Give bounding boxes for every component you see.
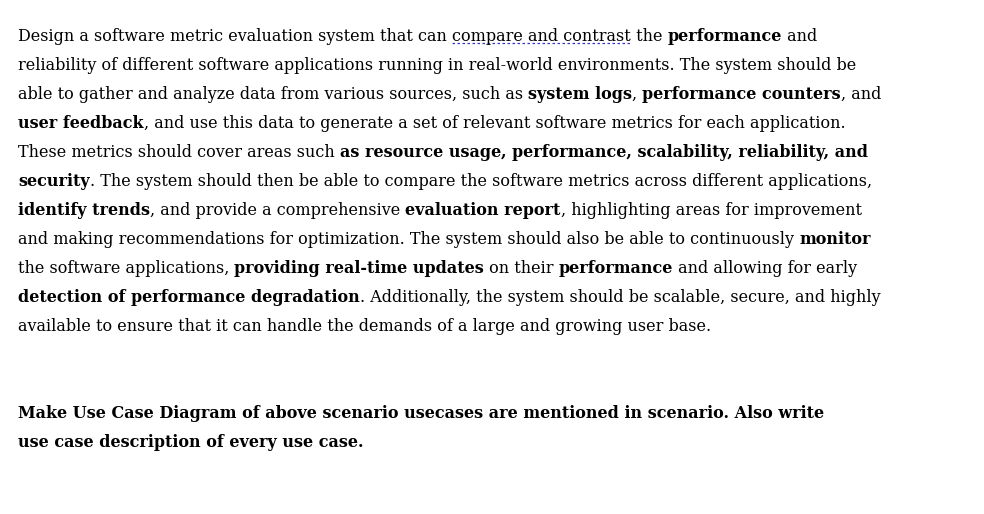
Text: evaluation report: evaluation report bbox=[405, 202, 561, 219]
Text: available to ensure that it can handle the demands of a large and growing user b: available to ensure that it can handle t… bbox=[18, 318, 711, 335]
Text: performance counters: performance counters bbox=[643, 86, 841, 103]
Text: monitor: monitor bbox=[799, 231, 871, 248]
Text: , highlighting areas for improvement: , highlighting areas for improvement bbox=[561, 202, 862, 219]
Text: use case description of every use case.: use case description of every use case. bbox=[18, 434, 363, 451]
Text: performance: performance bbox=[667, 28, 781, 45]
Text: and allowing for early: and allowing for early bbox=[673, 260, 857, 277]
Text: performance, scalability, reliability, and: performance, scalability, reliability, a… bbox=[513, 144, 868, 161]
Text: ,: , bbox=[633, 86, 643, 103]
Text: performance: performance bbox=[559, 260, 673, 277]
Text: . The system should then be able to compare the software metrics across differen: . The system should then be able to comp… bbox=[90, 173, 872, 190]
Text: the: the bbox=[631, 28, 667, 45]
Text: , and: , and bbox=[841, 86, 882, 103]
Text: Design a software metric evaluation system that can: Design a software metric evaluation syst… bbox=[18, 28, 452, 45]
Text: , and use this data to generate a set of relevant software metrics for each appl: , and use this data to generate a set of… bbox=[144, 115, 845, 132]
Text: on their: on their bbox=[484, 260, 559, 277]
Text: and: and bbox=[781, 28, 817, 45]
Text: providing real-time updates: providing real-time updates bbox=[234, 260, 484, 277]
Text: reliability of different software applications running in real-world environment: reliability of different software applic… bbox=[18, 57, 856, 74]
Text: as resource usage: as resource usage bbox=[339, 144, 501, 161]
Text: compare and contrast: compare and contrast bbox=[452, 28, 631, 45]
Text: system logs: system logs bbox=[528, 86, 633, 103]
Text: able to gather and analyze data from various sources, such as: able to gather and analyze data from var… bbox=[18, 86, 528, 103]
Text: detection of performance degradation: detection of performance degradation bbox=[18, 289, 360, 306]
Text: user feedback: user feedback bbox=[18, 115, 144, 132]
Text: and making recommendations for optimization. The system should also be able to c: and making recommendations for optimizat… bbox=[18, 231, 799, 248]
Text: the software applications,: the software applications, bbox=[18, 260, 234, 277]
Text: . Additionally, the system should be scalable, secure, and highly: . Additionally, the system should be sca… bbox=[360, 289, 881, 306]
Text: , and provide a comprehensive: , and provide a comprehensive bbox=[150, 202, 405, 219]
Text: ,: , bbox=[501, 144, 513, 161]
Text: These metrics should cover areas such: These metrics should cover areas such bbox=[18, 144, 339, 161]
Text: Make Use Case Diagram of above scenario usecases are mentioned in scenario. Also: Make Use Case Diagram of above scenario … bbox=[18, 405, 825, 422]
Text: security: security bbox=[18, 173, 90, 190]
Text: identify trends: identify trends bbox=[18, 202, 150, 219]
